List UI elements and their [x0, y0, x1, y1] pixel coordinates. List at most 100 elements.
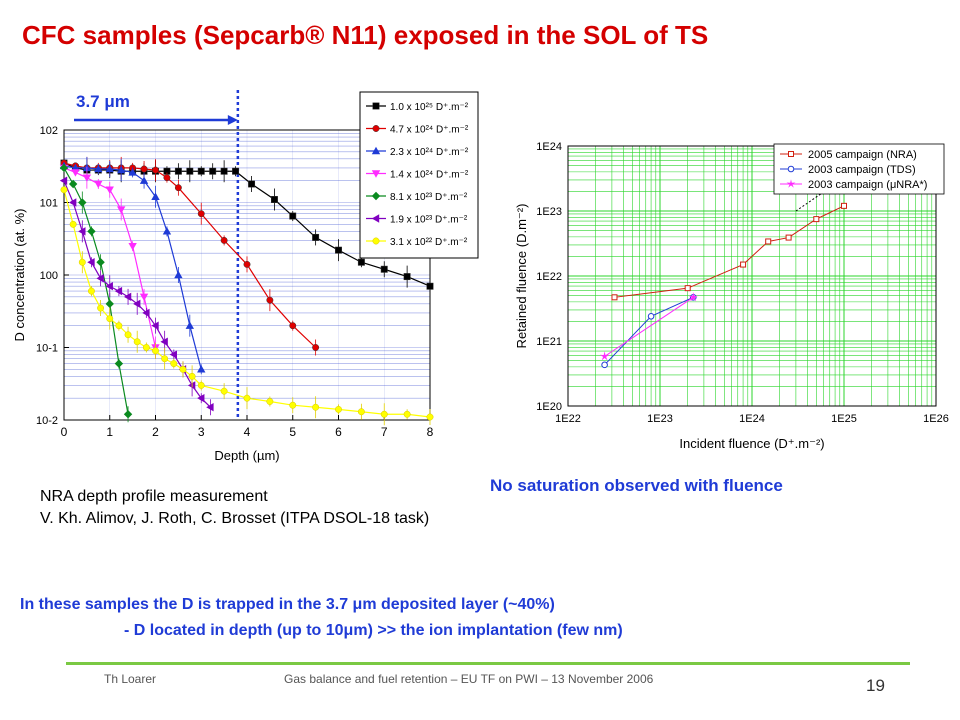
- legend-entry: 1.0 x 10²⁵ D⁺.m⁻²: [390, 102, 469, 113]
- data-point: [114, 286, 123, 296]
- legend-entry: 1.9 x 10²³ D⁺.m⁻²: [390, 215, 468, 226]
- legend-marker: [371, 214, 380, 223]
- data-point: [88, 287, 95, 295]
- summary-note: In these samples the D is trapped in the…: [20, 592, 623, 644]
- data-point: [140, 165, 148, 173]
- series-3: [599, 292, 698, 361]
- data-point: [123, 292, 132, 302]
- series-line: [63, 167, 129, 415]
- data-point: [133, 338, 141, 346]
- x-tick-label: 4: [244, 425, 251, 439]
- legend-marker: [372, 125, 380, 132]
- data-point: [220, 236, 228, 244]
- data-point: [312, 403, 320, 411]
- x-tick-label: 3: [198, 425, 205, 439]
- data-point: [87, 227, 96, 236]
- data-point: [96, 274, 104, 283]
- legend-marker: [786, 179, 796, 188]
- data-point: [174, 167, 182, 175]
- page-number: 19: [866, 676, 885, 695]
- y-tick-label: 10-1: [36, 343, 58, 355]
- arrow-head-icon: [227, 115, 238, 125]
- series-line: [604, 296, 694, 357]
- legend-marker: [788, 151, 794, 157]
- series-1: [611, 202, 847, 301]
- data-point: [160, 337, 168, 346]
- data-point: [248, 180, 256, 188]
- data-point: [128, 168, 137, 176]
- data-point: [740, 261, 747, 268]
- data-point: [220, 387, 228, 395]
- legend-box: [773, 143, 945, 195]
- data-point: [152, 347, 159, 355]
- data-point: [59, 163, 69, 173]
- data-point: [209, 167, 217, 175]
- data-point: [426, 282, 434, 290]
- data-point: [82, 174, 92, 182]
- data-point: [188, 372, 196, 380]
- data-point: [163, 174, 171, 182]
- caption-line-1: NRA depth profile measurement: [40, 488, 268, 505]
- x-tick-label: 1: [106, 425, 113, 439]
- data-point: [357, 408, 365, 416]
- data-point: [152, 166, 159, 174]
- x-tick-label: 5: [289, 425, 296, 439]
- x-tick-label: 1E23: [647, 413, 673, 425]
- legend: 2005 campaign (NRA) 2003 campaign (TDS) 20…: [773, 143, 945, 195]
- y-tick-label: 1E21: [536, 336, 562, 348]
- data-point: [78, 258, 86, 266]
- legend-entry: 1.4 x 10²⁴ D⁺.m⁻²: [390, 170, 469, 181]
- data-point: [170, 360, 178, 368]
- x-tick-label: 1E22: [555, 413, 581, 425]
- data-point: [105, 282, 113, 291]
- slide-title: CFC samples (Sepcarb® N11) exposed in th…: [22, 20, 709, 50]
- series-5: [59, 163, 133, 423]
- data-point: [197, 210, 205, 218]
- data-point: [97, 304, 105, 312]
- data-point: [174, 184, 182, 192]
- x-tick-label: 1E26: [923, 413, 949, 425]
- y-tick-label: 1E20: [536, 401, 562, 413]
- data-point: [68, 198, 77, 207]
- legend-marker: [371, 170, 381, 178]
- data-point: [647, 312, 655, 320]
- footer-divider: [66, 662, 910, 665]
- legend-entry: 2003 campaign (μNRA*): [808, 179, 927, 191]
- data-point: [68, 179, 78, 189]
- data-point: [243, 394, 251, 402]
- legend-entry: 2003 campaign (TDS): [808, 164, 916, 176]
- fluence-caption: No saturation observed with fluence: [490, 476, 783, 495]
- x-tick-label: 7: [381, 425, 388, 439]
- data-point: [94, 180, 103, 189]
- footer-event: Gas balance and fuel retention – EU TF o…: [284, 672, 654, 686]
- data-point: [266, 398, 274, 405]
- data-point: [232, 167, 240, 175]
- data-point: [312, 233, 320, 241]
- data-point: [403, 410, 411, 418]
- data-point: [142, 344, 150, 351]
- x-tick-label: 2: [152, 425, 159, 439]
- data-point: [128, 242, 137, 251]
- legend-marker: [371, 146, 381, 155]
- data-point: [87, 258, 95, 267]
- data-point: [105, 164, 114, 173]
- y-tick-label: 1E22: [536, 271, 562, 283]
- data-point: [185, 321, 195, 329]
- data-point: [289, 212, 297, 220]
- data-point: [151, 321, 159, 330]
- depth-profile-caption: NRA depth profile measurement V. Kh. Ali…: [40, 486, 429, 530]
- legend-entry: 4.7 x 10²⁴ D⁺.m⁻²: [390, 125, 469, 136]
- y-axis-label: D concentration (at. %): [12, 209, 27, 342]
- data-point: [426, 413, 434, 421]
- data-point: [179, 365, 187, 373]
- data-point: [123, 410, 133, 419]
- data-point: [601, 361, 608, 369]
- legend-entry: 8.1 x 10²³ D⁺.m⁻²: [390, 192, 468, 203]
- y-tick-label: 101: [40, 198, 58, 210]
- data-point: [187, 381, 196, 390]
- data-point: [94, 164, 103, 173]
- x-tick-label: 8: [427, 425, 434, 439]
- data-point: [813, 216, 820, 223]
- fluence-chart: 1E22 1E23 1E24 1E25 1E26 1E20 1E21 1E22 1E23 1E24…: [514, 141, 949, 451]
- data-point: [206, 403, 214, 412]
